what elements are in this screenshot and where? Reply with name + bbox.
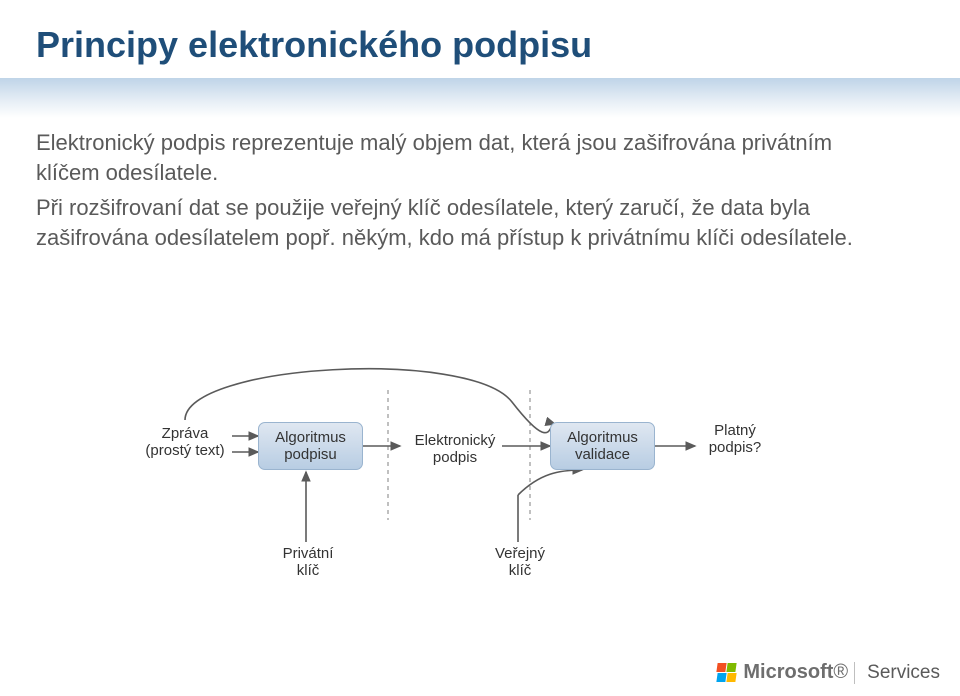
footer-logo: Microsoft® Services	[717, 661, 940, 684]
body-paragraphs: Elektronický podpis reprezentuje malý ob…	[36, 128, 896, 259]
slide-title: Principy elektronického podpisu	[36, 24, 592, 66]
microsoft-wordmark: Microsoft®	[743, 661, 848, 684]
logo-divider	[854, 662, 855, 684]
arc-message-to-validator	[185, 369, 555, 433]
paragraph-2: Při rozšifrovaní dat se použije veřejný …	[36, 193, 896, 252]
microsoft-flag-icon	[717, 663, 737, 683]
paragraph-1: Elektronický podpis reprezentuje malý ob…	[36, 128, 896, 187]
flag-tr	[727, 663, 737, 672]
arc-pubkey-to-validator	[518, 470, 582, 495]
label-esignature: Elektronickýpodpis	[400, 432, 510, 466]
microsoft-bold: Microsoft	[743, 661, 833, 683]
label-public-key: Veřejnýklíč	[480, 545, 560, 579]
box-sign-algorithm: Algoritmuspodpisu	[258, 422, 363, 470]
flag-tl	[717, 663, 727, 672]
flag-bl	[717, 673, 727, 682]
label-private-key-text: Privátníklíč	[283, 545, 334, 579]
title-band	[0, 78, 960, 118]
slide: Principy elektronického podpisu Elektron…	[0, 0, 960, 696]
label-message: Zpráva(prostý text)	[130, 425, 240, 459]
box-validate-algorithm-text: Algoritmusvalidace	[567, 429, 638, 463]
box-validate-algorithm: Algoritmusvalidace	[550, 422, 655, 470]
label-valid-text: Platnýpodpis?	[709, 422, 762, 456]
services-wordmark: Services	[867, 662, 940, 684]
label-valid: Platnýpodpis?	[695, 422, 775, 456]
microsoft-reg: ®	[833, 661, 848, 683]
flow-diagram: Zpráva(prostý text) Algoritmuspodpisu El…	[0, 350, 960, 610]
label-public-key-text: Veřejnýklíč	[495, 545, 545, 579]
box-sign-algorithm-text: Algoritmuspodpisu	[275, 429, 346, 463]
label-message-text: Zpráva(prostý text)	[145, 425, 224, 459]
label-private-key: Privátníklíč	[268, 545, 348, 579]
label-esignature-text: Elektronickýpodpis	[415, 432, 496, 466]
flag-br	[727, 673, 737, 682]
